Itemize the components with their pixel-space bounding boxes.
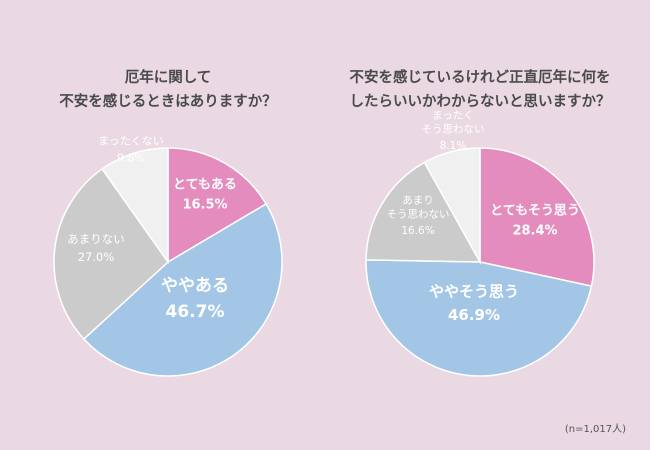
chart-title-line: 不安を感じるときはありますか？ <box>59 92 277 110</box>
slice-label: ややそう思う <box>429 283 519 301</box>
pie-chart-left: 厄年に関して 不安を感じるときはありますか？ とてもある 16.5% ややある 46.… <box>53 68 283 377</box>
pie-slice <box>101 147 169 265</box>
sample-size-note: (n=1,017人) <box>565 423 626 435</box>
slice-label: まったくない <box>98 134 164 147</box>
slice-value-label: 28.4% <box>512 224 557 239</box>
pie-slices <box>365 147 595 377</box>
pie-slice <box>167 147 268 264</box>
pie-slices <box>53 147 283 377</box>
pie-slice <box>365 161 482 263</box>
chart-title-line: 不安を感じているけれど正直厄年に何を <box>350 68 611 86</box>
pie-slice <box>82 202 283 377</box>
slice-value-label: 16.5% <box>182 198 227 213</box>
slice-value-label: 46.7% <box>166 302 225 322</box>
slice-value-label: 8.1% <box>440 140 467 152</box>
slice-value-label: 16.6% <box>401 225 434 237</box>
pie-slice <box>365 259 593 377</box>
slice-value-label: 27.0% <box>78 250 115 264</box>
slice-label: とてもそう思う <box>490 203 580 218</box>
slice-value-label: 9.8% <box>117 151 145 164</box>
pie-slice <box>53 167 169 341</box>
pie-chart-right: 不安を感じているけれど正直厄年に何を したらいいかわからないと思いますか？ とて… <box>350 68 611 377</box>
chart-title-line: したらいいかわからないと思いますか？ <box>350 93 611 110</box>
pie-slice <box>423 147 481 265</box>
slice-value-label: 46.9% <box>448 306 500 324</box>
slice-label: そう思わない <box>387 209 450 221</box>
slice-label: あまり <box>402 195 434 207</box>
slice-label: まったく <box>432 110 474 122</box>
slice-label: ややある <box>161 276 229 296</box>
pie-labels: とてもある 16.5% ややある 46.7% あまりない 27.0% まったくない 9.8% <box>67 134 237 322</box>
slice-label: あまりない <box>67 232 125 246</box>
slice-label: とてもある <box>173 177 237 192</box>
pie-slice <box>479 147 595 288</box>
chart-title-line: 厄年に関して <box>125 68 212 86</box>
slice-label: そう思わない <box>422 124 485 136</box>
pie-labels: とてもそう思う28.4%ややそう思う46.9%あまりそう思わない16.6%まった… <box>387 110 580 324</box>
